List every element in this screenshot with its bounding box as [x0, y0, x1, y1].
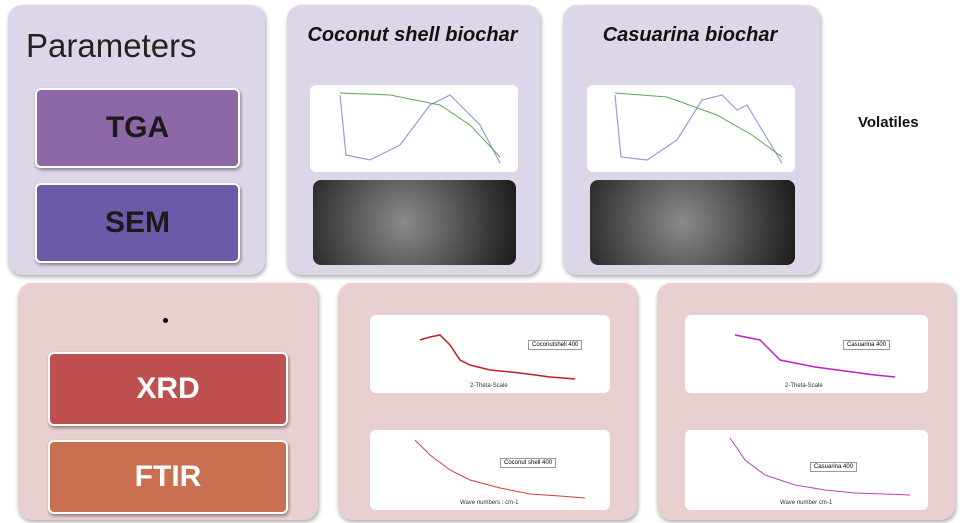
x-axis-label: Wave number cm-1: [780, 500, 832, 506]
parameters-title: Parameters: [26, 27, 197, 65]
tga-image: [310, 85, 518, 172]
ftir-box: FTIR: [48, 440, 288, 514]
volatiles-label: Volatiles: [858, 114, 919, 131]
sample-label: Casuarina biochar: [600, 24, 780, 46]
sample-label: Coconut shell biochar: [300, 24, 525, 46]
bullet: [163, 318, 168, 323]
xrd-image: [685, 315, 928, 393]
sem-image: [590, 180, 795, 265]
sem-box: SEM: [35, 183, 240, 263]
ftir-image: [685, 430, 928, 510]
xrd-image: [370, 315, 610, 393]
ftir-image: [370, 430, 610, 510]
sem-image: [313, 180, 516, 265]
xrd-box: XRD: [48, 352, 288, 426]
tga-image: [587, 85, 795, 172]
legend: Coconut shell 400: [500, 458, 556, 468]
x-axis-label: 2-Theta-Scale: [785, 383, 823, 389]
x-axis-label: Wave numbers : cm-1: [460, 500, 518, 506]
slide: Parameters TGA SEM Coconut shell biochar…: [0, 0, 960, 523]
legend: Casuarina 400: [843, 340, 890, 350]
tga-box: TGA: [35, 88, 240, 168]
x-axis-label: 2-Theta-Scale: [470, 383, 508, 389]
legend: Casuarina 400: [810, 462, 857, 472]
legend: Coconutshell 400: [528, 340, 582, 350]
